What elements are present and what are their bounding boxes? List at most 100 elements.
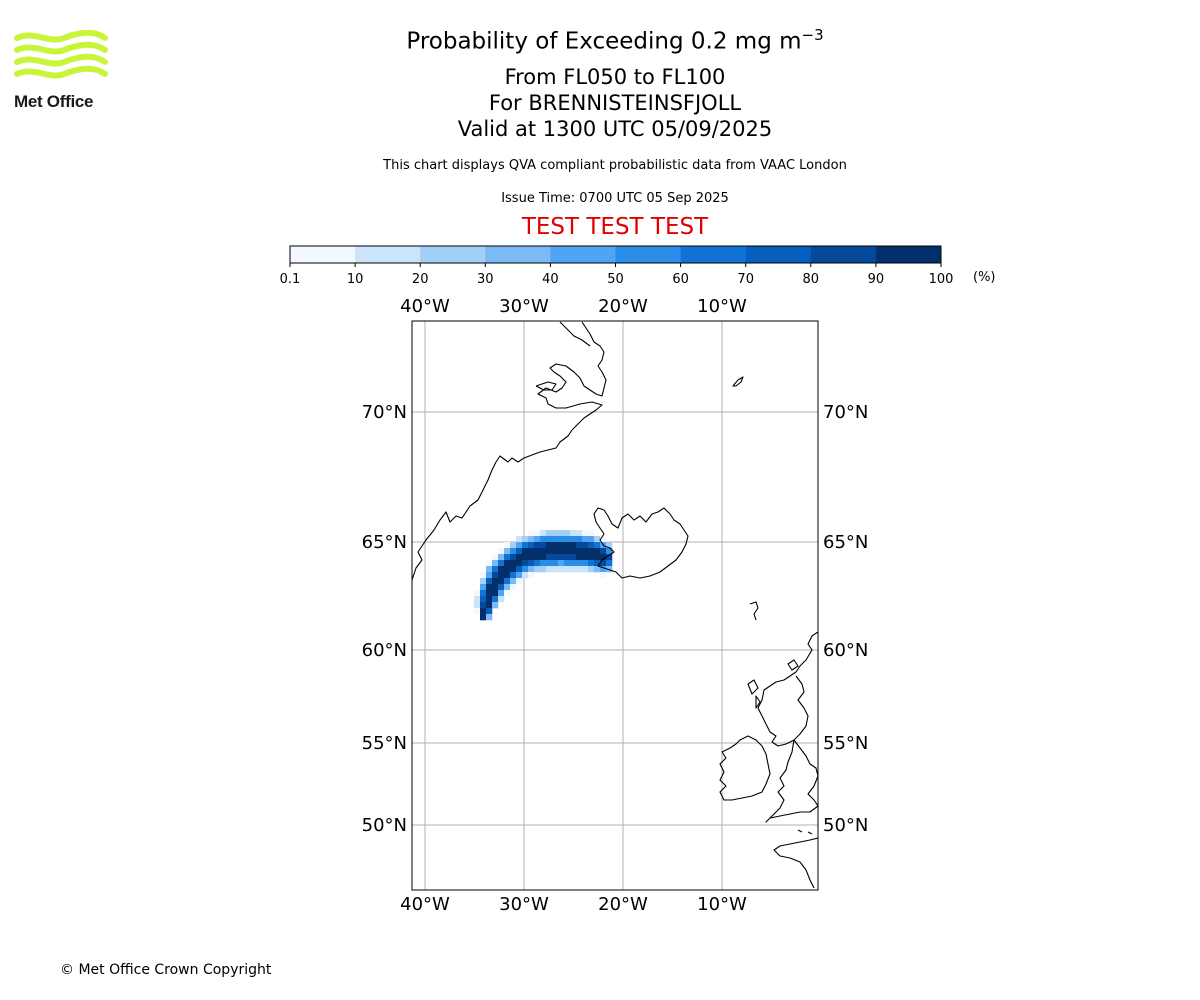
- chart-subtitle: This chart displays QVA compliant probab…: [383, 158, 847, 173]
- plume-cell: [498, 578, 505, 585]
- plume-cell: [534, 548, 541, 555]
- plume-cell: [582, 530, 589, 537]
- colorbar-tick-label: 50: [607, 272, 624, 287]
- plume-cell: [504, 560, 511, 567]
- plume-cell: [552, 530, 559, 537]
- plume-cell: [522, 536, 529, 543]
- longitude-label-top: 20°W: [598, 296, 648, 317]
- plume-cell: [576, 560, 583, 567]
- plume-cell: [540, 536, 547, 543]
- colorbar-segment: [615, 246, 682, 263]
- latitude-label-left: 55°N: [362, 733, 407, 754]
- plume-cell: [582, 536, 589, 543]
- plume-cell: [558, 542, 565, 549]
- plume-cell: [528, 548, 535, 555]
- plume-cell: [552, 554, 559, 561]
- plume-cell: [534, 566, 541, 573]
- plume-cell: [528, 530, 535, 537]
- plume-cell: [570, 548, 577, 555]
- latitude-label-right: 55°N: [823, 733, 868, 754]
- plume-cell: [510, 584, 517, 591]
- plume-cell: [534, 560, 541, 567]
- jan-mayen: [732, 376, 744, 387]
- plume-cell: [540, 566, 547, 573]
- plume-cell: [486, 596, 493, 603]
- plume-cell: [552, 560, 559, 567]
- plume-cell: [558, 554, 565, 561]
- plume-cell: [546, 536, 553, 543]
- scotland-islands: [747, 659, 799, 709]
- colorbar-segment: [420, 246, 486, 263]
- plume-cell: [606, 566, 613, 573]
- plume-cell: [606, 554, 613, 561]
- colorbar-tick-label: 20: [412, 272, 429, 287]
- plume-cell: [600, 542, 607, 549]
- plume-cell: [600, 572, 607, 579]
- plume-cell: [540, 530, 547, 537]
- issue-time: Issue Time: 0700 UTC 05 Sep 2025: [501, 191, 729, 206]
- plume-cell: [540, 542, 547, 549]
- plume-cell: [510, 554, 517, 561]
- map-frame: [411, 320, 819, 891]
- plume-cell: [588, 554, 595, 561]
- plume-cell: [480, 614, 487, 621]
- plume-cell: [558, 560, 565, 567]
- plume-cell: [480, 584, 487, 591]
- colorbar-tick-label: 0.1: [280, 272, 301, 287]
- plume-cell: [570, 530, 577, 537]
- plume-cell: [492, 554, 499, 561]
- plume-cell: [582, 542, 589, 549]
- plume-cell: [570, 536, 577, 543]
- latitude-label-right: 70°N: [823, 402, 868, 423]
- copyright-footer: © Met Office Crown Copyright: [60, 962, 272, 978]
- coastlines: [412, 321, 818, 889]
- plume-cell: [588, 566, 595, 573]
- plume-cell: [522, 554, 529, 561]
- plume-cell: [540, 560, 547, 567]
- plume-cell: [588, 530, 595, 537]
- plume-cell: [594, 554, 601, 561]
- chart-title-lines: From FL050 to FL100 For BRENNISTEINSFJOL…: [290, 64, 940, 142]
- plume-cell: [600, 548, 607, 555]
- plume-cell: [558, 536, 565, 543]
- plume-cell: [594, 536, 601, 543]
- plume-cell: [576, 542, 583, 549]
- plume-cell: [516, 572, 523, 579]
- longitude-label-top: 30°W: [499, 296, 549, 317]
- test-banner: TEST TEST TEST: [521, 214, 709, 240]
- plume-cell: [582, 560, 589, 567]
- plume-cell: [552, 536, 559, 543]
- colorbar-segment: [875, 246, 942, 263]
- plume-cell: [516, 560, 523, 567]
- plume-cell: [516, 548, 523, 555]
- longitude-label-top: 40°W: [400, 296, 450, 317]
- flight-level-range: From FL050 to FL100: [504, 65, 726, 89]
- plume-cell: [534, 536, 541, 543]
- plume-cell: [504, 578, 511, 585]
- plume-cell: [504, 542, 511, 549]
- plume-cell: [504, 584, 511, 591]
- graticule-labels: 40°W 40°W 30°W 30°W 20°W 20°W 10°W 10°W 70°N 70°N…: [362, 296, 869, 915]
- plume-cell: [534, 554, 541, 561]
- colorbar-tick-label: 10: [347, 272, 364, 287]
- plume-cell: [594, 548, 601, 555]
- plume-cell: [546, 566, 553, 573]
- plume-cell: [498, 566, 505, 573]
- colorbar-segment: [680, 246, 747, 263]
- plume-cell: [606, 560, 613, 567]
- plume-cell: [474, 596, 481, 603]
- plume-cell: [546, 554, 553, 561]
- colorbar-tick-label: 60: [672, 272, 689, 287]
- plume-cell: [546, 530, 553, 537]
- plume-cell: [564, 542, 571, 549]
- plume-cell: [486, 608, 493, 615]
- plume-cell: [480, 596, 487, 603]
- colorbar-segment: [810, 246, 877, 263]
- plume-cell: [516, 578, 523, 585]
- plume-cell: [486, 572, 493, 579]
- plume-cell: [486, 584, 493, 591]
- plume-cell: [492, 560, 499, 567]
- plume-cell: [504, 548, 511, 555]
- plume-cell: [480, 602, 487, 609]
